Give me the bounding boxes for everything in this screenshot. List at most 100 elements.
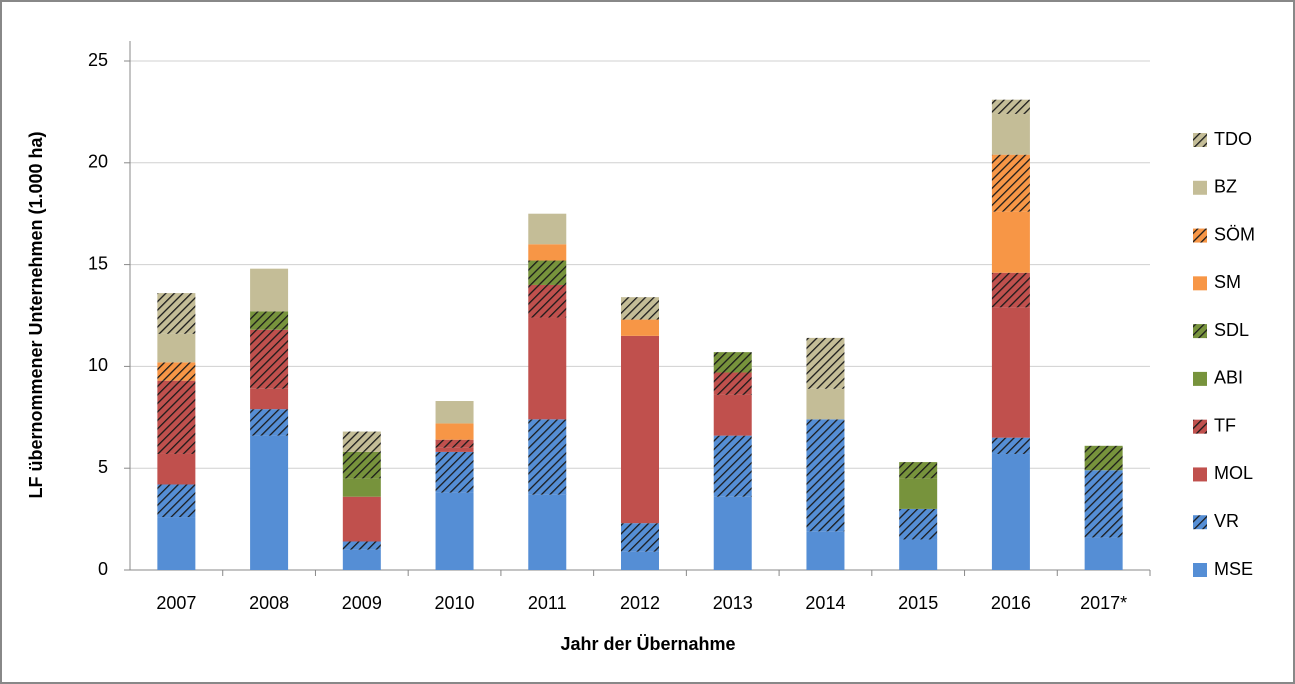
legend-label: SDL [1214, 320, 1249, 340]
bar-segment [899, 478, 938, 509]
bar-segment [621, 523, 659, 552]
x-tick-label: 2014 [805, 593, 845, 613]
bar-segment [157, 484, 196, 518]
legend-swatch [1193, 180, 1207, 195]
bar-segment [250, 409, 289, 436]
bar-segment [899, 508, 938, 540]
bar-segment [528, 494, 567, 570]
legend-swatch [1193, 133, 1207, 147]
legend-label: TDO [1214, 129, 1252, 149]
legend-label: BZ [1214, 177, 1237, 197]
bar-segment [806, 419, 845, 532]
bar-segment [528, 284, 567, 318]
bar-segment [435, 439, 474, 448]
bar-segment [342, 478, 381, 497]
bar-segment [806, 388, 845, 420]
bar-segment [991, 154, 1030, 212]
x-tick-label: 2012 [620, 593, 660, 613]
bar-segment [899, 539, 938, 570]
bar-segment [250, 311, 289, 330]
bar-segment [157, 453, 196, 485]
bar-segment [435, 423, 474, 440]
bar-segment [713, 435, 752, 497]
bar-segment [1084, 470, 1123, 538]
x-tick-label: 2015 [898, 593, 938, 613]
bar-segment [991, 272, 1030, 308]
x-axis-label: Jahr der Übernahme [560, 634, 735, 654]
bar-segment [991, 437, 1030, 454]
bar-segment [621, 297, 659, 320]
legend-label: SM [1214, 272, 1241, 292]
y-tick-label: 10 [88, 355, 108, 375]
bar-segment [621, 335, 659, 524]
bar-segment [435, 447, 474, 452]
bar-segment [250, 388, 289, 410]
legend-label: TF [1214, 415, 1236, 435]
bar-segment [528, 244, 567, 261]
legend-swatch [1193, 515, 1207, 530]
bar-segment [991, 307, 1030, 438]
legend-label: SÖM [1214, 224, 1255, 244]
bar-segment [713, 352, 752, 373]
legend-label: MOL [1214, 463, 1253, 483]
bar-segment [991, 113, 1030, 155]
legend-swatch [1193, 228, 1207, 243]
x-tick-label: 2010 [435, 593, 475, 613]
bar-segment [1084, 445, 1123, 471]
bar-segment [342, 549, 381, 570]
bar-segment [435, 492, 474, 570]
bar-segment [528, 317, 567, 420]
legend-label: ABI [1214, 368, 1243, 388]
bar-segment [157, 380, 196, 454]
bar-segment [991, 99, 1030, 114]
x-tick-label: 2017* [1080, 593, 1127, 613]
bar-segment [1084, 537, 1123, 570]
y-tick-label: 0 [98, 559, 108, 579]
legend-swatch [1193, 371, 1207, 386]
bar-segment [342, 451, 381, 479]
bar-segment [991, 211, 1030, 273]
legend-swatch [1193, 276, 1207, 291]
legend-swatch [1193, 467, 1207, 482]
bar-segment [157, 517, 196, 570]
x-tick-label: 2013 [713, 593, 753, 613]
y-tick-label: 25 [88, 50, 108, 70]
legend-label: MSE [1214, 559, 1253, 579]
x-tick-label: 2008 [249, 593, 289, 613]
bar-segment [157, 333, 196, 363]
bar-segment [250, 435, 289, 570]
legend-swatch [1193, 419, 1207, 434]
bar-segment [991, 453, 1030, 570]
bar-segment [713, 496, 752, 570]
bar-segment [528, 260, 567, 285]
legend-label: VR [1214, 511, 1239, 531]
bar-segment [342, 431, 381, 452]
bar-segment [621, 319, 659, 336]
y-tick-label: 20 [88, 152, 108, 172]
bar-segment [250, 329, 289, 389]
bar-segment [713, 372, 752, 395]
bar-segment [342, 496, 381, 542]
bar-segment [528, 213, 567, 245]
legend-swatch [1193, 324, 1207, 339]
x-tick-label: 2016 [991, 593, 1031, 613]
x-tick-label: 2011 [528, 593, 567, 613]
bar-segment [621, 551, 659, 570]
bar-segment [806, 531, 845, 570]
y-axis-label: LF übernommener Unternehmen (1.000 ha) [26, 131, 46, 498]
bar-segment [899, 462, 938, 479]
bar-segment [806, 337, 845, 389]
bar-segment [435, 401, 474, 424]
y-tick-label: 15 [88, 253, 108, 273]
legend-swatch [1193, 563, 1207, 577]
x-tick-label: 2009 [342, 593, 382, 613]
bar-segment [435, 451, 474, 493]
bar-segment [250, 268, 289, 312]
bar-segment [528, 419, 567, 495]
bar-segment [157, 293, 196, 334]
bar-segment [342, 541, 381, 550]
x-tick-label: 2007 [156, 593, 196, 613]
y-tick-label: 5 [98, 457, 108, 477]
bar-segment [157, 362, 196, 381]
